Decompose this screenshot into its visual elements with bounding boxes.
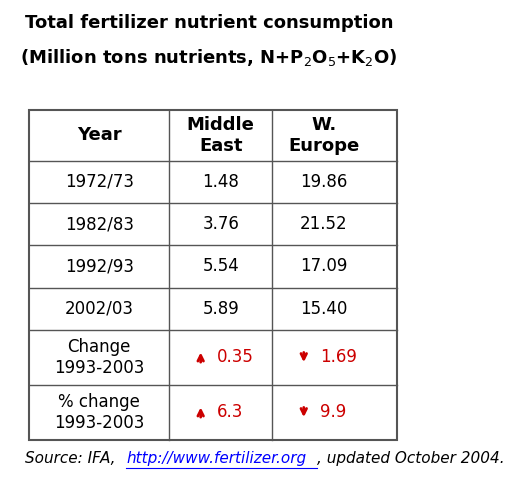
Text: 3.76: 3.76 (202, 215, 239, 233)
Text: 0.35: 0.35 (216, 348, 253, 366)
Text: 9.9: 9.9 (319, 403, 345, 421)
Text: 1.69: 1.69 (319, 348, 356, 366)
Text: 15.40: 15.40 (300, 300, 347, 318)
Text: http://www.fertilizer.org: http://www.fertilizer.org (126, 451, 305, 466)
Text: 1972/73: 1972/73 (65, 173, 133, 191)
Text: Total fertilizer nutrient consumption: Total fertilizer nutrient consumption (25, 14, 392, 33)
Text: 1.48: 1.48 (202, 173, 239, 191)
Text: 1992/93: 1992/93 (65, 257, 133, 275)
Text: Year: Year (77, 126, 121, 144)
Text: , updated October 2004.: , updated October 2004. (316, 451, 503, 466)
Text: % change
1993-2003: % change 1993-2003 (54, 393, 144, 432)
Text: 19.86: 19.86 (300, 173, 347, 191)
Text: 21.52: 21.52 (299, 215, 347, 233)
Text: Change
1993-2003: Change 1993-2003 (54, 338, 144, 377)
Text: W.
Europe: W. Europe (288, 116, 359, 155)
Text: (Million tons nutrients, N+P$_2$O$_5$+K$_2$O): (Million tons nutrients, N+P$_2$O$_5$+K$… (20, 47, 397, 68)
Text: 2002/03: 2002/03 (65, 300, 133, 318)
Text: 17.09: 17.09 (300, 257, 347, 275)
Text: Source: IFA,: Source: IFA, (25, 451, 120, 466)
FancyBboxPatch shape (29, 110, 397, 440)
Text: 1982/83: 1982/83 (65, 215, 133, 233)
Text: 5.89: 5.89 (202, 300, 239, 318)
Text: 6.3: 6.3 (216, 403, 242, 421)
Text: Middle
East: Middle East (186, 116, 254, 155)
Text: 5.54: 5.54 (202, 257, 239, 275)
